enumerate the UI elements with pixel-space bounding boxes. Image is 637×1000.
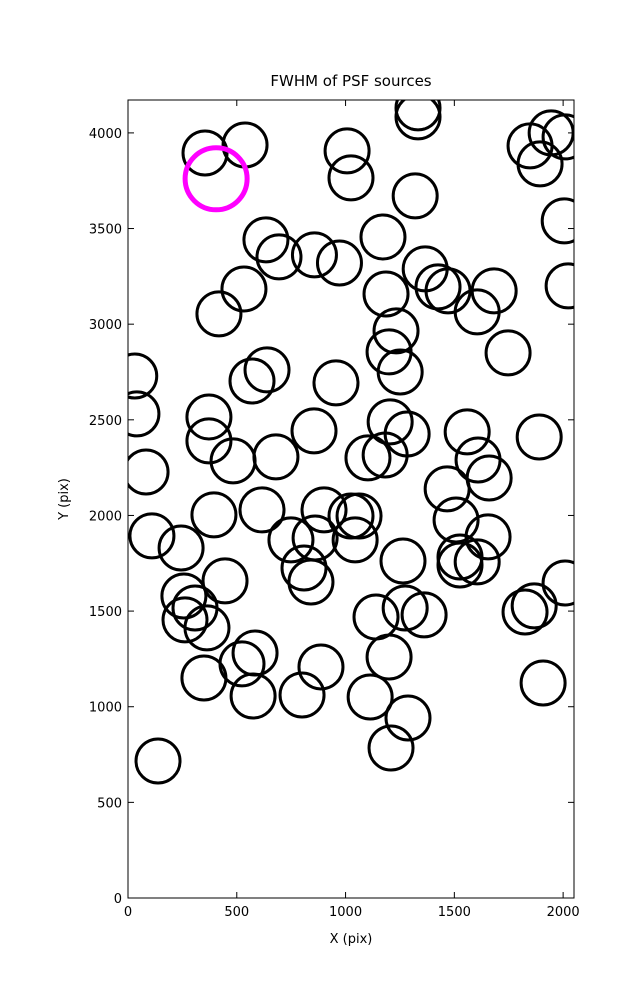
source-circle <box>315 239 363 287</box>
chart-title: FWHM of PSF sources <box>270 72 431 90</box>
source-circle <box>161 596 209 644</box>
source-circle <box>372 307 420 355</box>
y-tick-label: 4000 <box>89 127 122 142</box>
source-circle <box>394 100 442 141</box>
source-circle <box>128 352 159 400</box>
source-circle <box>544 262 574 310</box>
source-circle <box>365 633 413 681</box>
y-tick-label: 3000 <box>89 318 122 333</box>
source-circle <box>391 172 439 220</box>
source-circle <box>453 288 501 336</box>
source-circle <box>128 390 161 438</box>
source-circle <box>362 270 410 318</box>
source-circle <box>519 659 567 707</box>
source-circle <box>290 231 338 279</box>
source-circle <box>182 145 250 213</box>
source-circle <box>453 538 501 586</box>
source-circle <box>352 593 400 641</box>
source-circle <box>367 724 415 772</box>
source-circle <box>501 588 549 636</box>
source-circle <box>255 233 303 281</box>
source-circle <box>134 737 182 785</box>
source-circle <box>190 491 238 539</box>
source-circle <box>381 584 429 632</box>
source-circle <box>231 629 279 677</box>
plot-area <box>128 100 574 785</box>
source-circle <box>443 408 491 456</box>
y-axis-label: Y (pix) <box>57 478 72 521</box>
source-circle <box>128 448 170 496</box>
source-circle <box>229 672 277 720</box>
x-tick-label: 1500 <box>438 905 471 920</box>
x-tick-label: 1000 <box>329 905 362 920</box>
source-circle <box>335 492 383 540</box>
source-circle <box>128 512 176 560</box>
y-tick-label: 3500 <box>89 223 122 238</box>
y-tick-label: 500 <box>97 796 122 811</box>
source-circle <box>228 357 276 405</box>
source-circle <box>312 359 360 407</box>
source-circle <box>287 558 335 606</box>
y-tick-label: 1000 <box>89 701 122 716</box>
source-circle <box>195 290 243 338</box>
source-circle <box>484 329 532 377</box>
source-circle <box>183 604 231 652</box>
source-circle <box>323 127 371 175</box>
source-circle <box>297 643 345 691</box>
source-circle <box>510 582 558 630</box>
x-tick-label: 2000 <box>547 905 580 920</box>
source-circle <box>180 654 228 702</box>
source-circle <box>157 524 205 572</box>
source-circle <box>201 557 249 605</box>
source-circle <box>160 572 208 620</box>
source-circle <box>331 516 379 564</box>
y-tick-label: 1500 <box>89 605 122 620</box>
source-circle <box>384 694 432 742</box>
source-circle <box>366 398 414 446</box>
source-circle <box>376 348 424 396</box>
source-circle <box>423 465 471 513</box>
source-circle <box>515 413 563 461</box>
source-circle <box>252 433 300 481</box>
source-circle <box>516 140 564 188</box>
plot-frame <box>127 99 575 899</box>
source-circle <box>300 486 348 534</box>
source-circle <box>181 129 229 177</box>
source-circle <box>267 516 315 564</box>
source-circle <box>361 431 409 479</box>
source-circle <box>327 154 375 202</box>
source-circle <box>400 591 448 639</box>
source-circle <box>290 407 338 455</box>
source-circle <box>346 673 394 721</box>
y-tick-label: 2000 <box>89 509 122 524</box>
source-circle <box>221 121 269 169</box>
source-circle <box>540 197 574 245</box>
source-circle <box>541 559 574 607</box>
y-tick-label: 2500 <box>89 414 122 429</box>
source-circle <box>379 537 427 585</box>
source-circle <box>185 393 233 441</box>
x-axis-label: X (pix) <box>330 932 373 947</box>
source-circle <box>278 671 326 719</box>
source-circle <box>185 417 233 465</box>
source-circle <box>243 346 291 394</box>
source-circle <box>464 513 512 561</box>
source-circle <box>394 100 442 132</box>
y-tick-label: 0 <box>114 892 122 907</box>
source-circle <box>220 265 268 313</box>
source-circle <box>242 216 290 264</box>
source-circle <box>541 113 574 161</box>
source-circle <box>238 486 286 534</box>
x-tick-label: 0 <box>124 905 132 920</box>
source-circle <box>436 541 484 589</box>
x-tick-label: 500 <box>224 905 249 920</box>
source-circle <box>359 213 407 261</box>
source-circle <box>344 434 392 482</box>
